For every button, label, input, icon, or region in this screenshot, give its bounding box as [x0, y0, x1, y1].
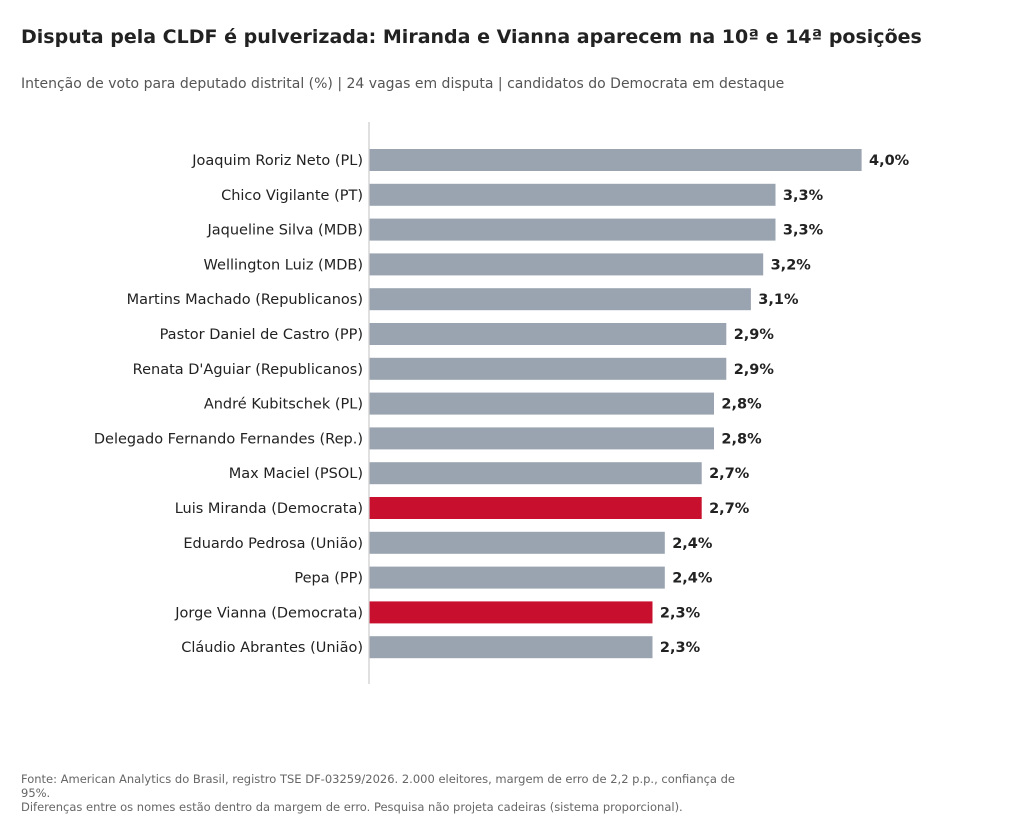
bar	[369, 288, 751, 311]
value-label: 2,8%	[721, 397, 762, 413]
category-label: Jaqueline Silva (MDB)	[206, 223, 363, 239]
category-label: Pastor Daniel de Castro (PP)	[160, 327, 363, 343]
bar	[369, 427, 714, 450]
value-label: 2,3%	[660, 605, 701, 621]
category-label: Luis Miranda (Democrata)	[175, 501, 363, 517]
category-label: Cláudio Abrantes (União)	[181, 640, 363, 656]
value-label: 4,0%	[869, 153, 910, 169]
value-label: 2,7%	[709, 466, 750, 482]
category-label: Joaquim Roriz Neto (PL)	[191, 153, 363, 169]
category-label: Wellington Luiz (MDB)	[204, 257, 363, 273]
value-label: 2,4%	[672, 536, 713, 552]
category-label: Renata D'Aguiar (Republicanos)	[133, 362, 363, 378]
category-label: Chico Vigilante (PT)	[221, 188, 363, 204]
bar	[369, 253, 764, 276]
source-note: Fonte: American Analytics do Brasil, reg…	[21, 772, 736, 800]
bar	[369, 531, 665, 554]
bar	[369, 636, 653, 659]
methodology-note: Diferenças entre os nomes estão dentro d…	[21, 800, 683, 814]
bar	[369, 566, 665, 589]
bar-highlighted	[369, 497, 702, 519]
chart-footer: Fonte: American Analytics do Brasil, reg…	[21, 772, 741, 814]
value-label: 2,7%	[709, 501, 750, 517]
bar	[369, 392, 714, 415]
value-label: 3,3%	[783, 223, 824, 239]
category-label: Jorge Vianna (Democrata)	[174, 605, 363, 621]
category-label: Delegado Fernando Fernandes (Rep.)	[94, 431, 363, 447]
bar	[369, 357, 727, 380]
chart-title: Disputa pela CLDF é pulverizada: Miranda…	[21, 26, 922, 48]
category-label: Max Maciel (PSOL)	[229, 466, 363, 482]
value-label: 3,3%	[783, 188, 824, 204]
bar	[369, 218, 776, 241]
bar	[369, 149, 862, 171]
value-label: 3,2%	[771, 257, 812, 273]
category-label: Pepa (PP)	[294, 571, 363, 587]
category-label: André Kubitschek (PL)	[204, 397, 363, 413]
value-label: 2,3%	[660, 640, 701, 656]
value-label: 2,8%	[721, 431, 762, 447]
bar	[369, 462, 702, 485]
category-label: Martins Machado (Republicanos)	[127, 292, 363, 308]
value-label: 2,4%	[672, 571, 713, 587]
value-label: 3,1%	[758, 292, 799, 308]
bar	[369, 183, 776, 206]
bar-highlighted	[369, 601, 653, 624]
value-label: 2,9%	[734, 362, 775, 378]
bar	[369, 323, 727, 345]
category-label: Eduardo Pedrosa (União)	[183, 536, 363, 552]
value-label: 2,9%	[734, 327, 775, 343]
chart-subtitle: Intenção de voto para deputado distrital…	[21, 76, 785, 92]
